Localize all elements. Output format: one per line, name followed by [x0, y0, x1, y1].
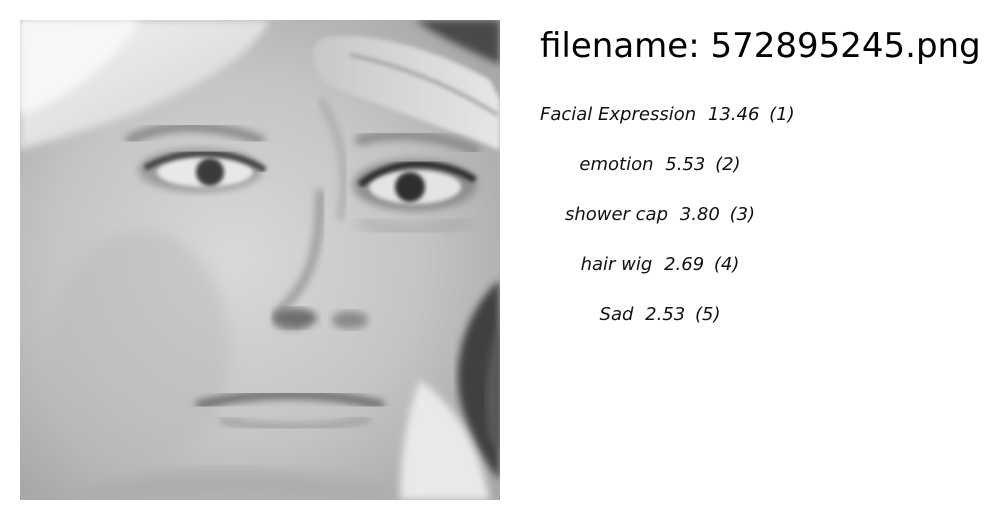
prediction-score: 3.80	[679, 204, 720, 225]
prediction-score: 2.53	[645, 304, 686, 325]
prediction-rank: (1)	[769, 104, 795, 125]
prediction-list: Facial Expression 13.46 (1) emotion 5.53…	[540, 100, 795, 350]
prediction-score: 2.69	[664, 254, 705, 275]
prediction-item: Sad 2.53 (5)	[540, 300, 780, 350]
prediction-label: Facial Expression	[540, 104, 697, 125]
prediction-label: Sad	[599, 304, 634, 325]
prediction-rank: (2)	[715, 154, 741, 175]
prediction-item: emotion 5.53 (2)	[540, 150, 780, 200]
prediction-score: 5.53	[665, 154, 706, 175]
prediction-item: shower cap 3.80 (3)	[540, 200, 780, 250]
filename-prefix: filename:	[540, 26, 700, 66]
prediction-label: emotion	[579, 154, 654, 175]
prediction-item: hair wig 2.69 (4)	[540, 250, 780, 300]
filename-value: 572895245.png	[710, 26, 981, 66]
prediction-rank: (4)	[713, 254, 740, 275]
prediction-item: Facial Expression 13.46 (1)	[540, 100, 795, 150]
face-photo	[20, 20, 500, 500]
prediction-label: hair wig	[580, 254, 653, 275]
prediction-rank: (3)	[729, 204, 756, 225]
prediction-score: 13.46	[707, 104, 760, 125]
face-photo-illustration	[20, 20, 500, 500]
prediction-rank: (5)	[694, 304, 721, 325]
filename-label: filename: 572895245.png	[540, 24, 981, 68]
prediction-label: shower cap	[564, 204, 669, 225]
